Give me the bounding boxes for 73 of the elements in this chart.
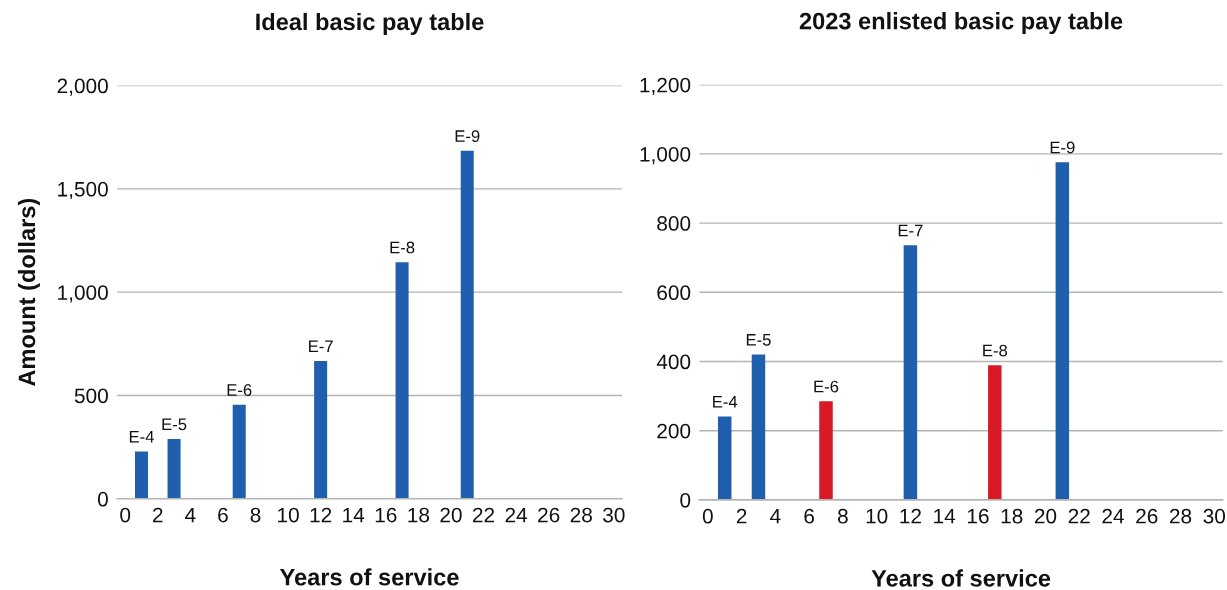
x-tick-label: 2 xyxy=(153,507,163,523)
x-tick-label: 12 xyxy=(900,508,921,524)
x-tick-label: 18 xyxy=(408,507,430,523)
annotation: E-5 xyxy=(746,334,771,346)
x-tick-label: 30 xyxy=(603,507,625,523)
annotation: E-9 xyxy=(455,130,480,142)
x-tick-label: 14 xyxy=(934,509,956,524)
x-tick-label: 8 xyxy=(250,507,261,523)
bar xyxy=(460,150,474,499)
chart-title: Ideal basic pay table xyxy=(256,12,484,35)
y-tick-label: 600 xyxy=(657,285,691,301)
chart-title: 2023 enlisted basic pay table xyxy=(799,12,1123,35)
annotation: E-4 xyxy=(713,396,738,408)
x-tick-label: 4 xyxy=(770,509,781,524)
bar xyxy=(232,404,246,499)
bar xyxy=(134,451,148,499)
x-tick-label: 10 xyxy=(866,508,888,524)
annotation: E-7 xyxy=(898,224,923,237)
bar xyxy=(1055,162,1070,500)
annotation: E-4 xyxy=(129,430,154,443)
x-tick-label: 16 xyxy=(967,508,989,524)
annotation: E-8 xyxy=(983,344,1008,357)
annotation: E-8 xyxy=(390,241,415,254)
x-tick-label: 22 xyxy=(472,507,495,523)
x-tick-label: 18 xyxy=(1001,508,1023,524)
annotation: E-5 xyxy=(162,418,187,431)
x-tick-label: 26 xyxy=(538,507,560,523)
x-tick-label: 12 xyxy=(310,507,332,523)
y-tick-label: 0 xyxy=(680,492,691,508)
y-tick-label: 1,200 xyxy=(640,77,691,95)
y-tick-label: 500 xyxy=(74,388,108,404)
annotation: E-7 xyxy=(309,340,333,352)
x-tick-label: 2 xyxy=(736,508,747,524)
annotation: E-6 xyxy=(814,380,839,393)
x-tick-label: 0 xyxy=(120,507,131,523)
x-tick-label: 20 xyxy=(440,507,462,523)
bar xyxy=(314,360,328,499)
x-tick-label: 6 xyxy=(218,507,228,523)
y-axis-title: Amount (dollars) xyxy=(17,198,40,387)
x-tick-label: 4 xyxy=(185,507,196,523)
bar xyxy=(167,439,181,499)
y-tick-label: 2,000 xyxy=(57,78,108,96)
bar xyxy=(395,262,409,499)
bar xyxy=(751,354,766,500)
y-tick-label: 800 xyxy=(657,216,691,231)
x-tick-label: 8 xyxy=(837,508,848,524)
bar xyxy=(988,365,1002,500)
annotation: E-9 xyxy=(1050,141,1075,154)
x-tick-label: 10 xyxy=(278,507,299,523)
y-tick-label: 1,500 xyxy=(58,181,108,200)
bar xyxy=(903,245,918,500)
y-tick-label: 200 xyxy=(657,423,691,439)
annotation: E-6 xyxy=(227,384,252,396)
x-tick-label: 28 xyxy=(570,507,592,523)
y-tick-label: 0 xyxy=(97,491,108,507)
y-tick-label: 1,000 xyxy=(640,146,691,165)
y-tick-label: 400 xyxy=(656,354,691,370)
x-tick-label: 20 xyxy=(1034,508,1057,524)
x-tick-label: 30 xyxy=(1203,508,1226,524)
x-tick-label: 16 xyxy=(375,507,397,523)
x-tick-label: 28 xyxy=(1169,508,1192,524)
x-tick-label: 6 xyxy=(804,508,814,524)
bar xyxy=(819,401,833,500)
y-tick-label: 1,000 xyxy=(58,285,108,303)
x-tick-label: 26 xyxy=(1136,508,1158,524)
bar xyxy=(717,416,732,500)
x-axis-title: Years of service xyxy=(871,569,1051,587)
x-tick-label: 14 xyxy=(343,507,365,523)
x-tick-label: 24 xyxy=(1102,508,1124,524)
x-tick-label: 0 xyxy=(702,508,713,524)
x-tick-label: 22 xyxy=(1068,508,1090,524)
x-axis-title: Years of service xyxy=(280,568,459,586)
x-tick-label: 24 xyxy=(505,507,528,523)
